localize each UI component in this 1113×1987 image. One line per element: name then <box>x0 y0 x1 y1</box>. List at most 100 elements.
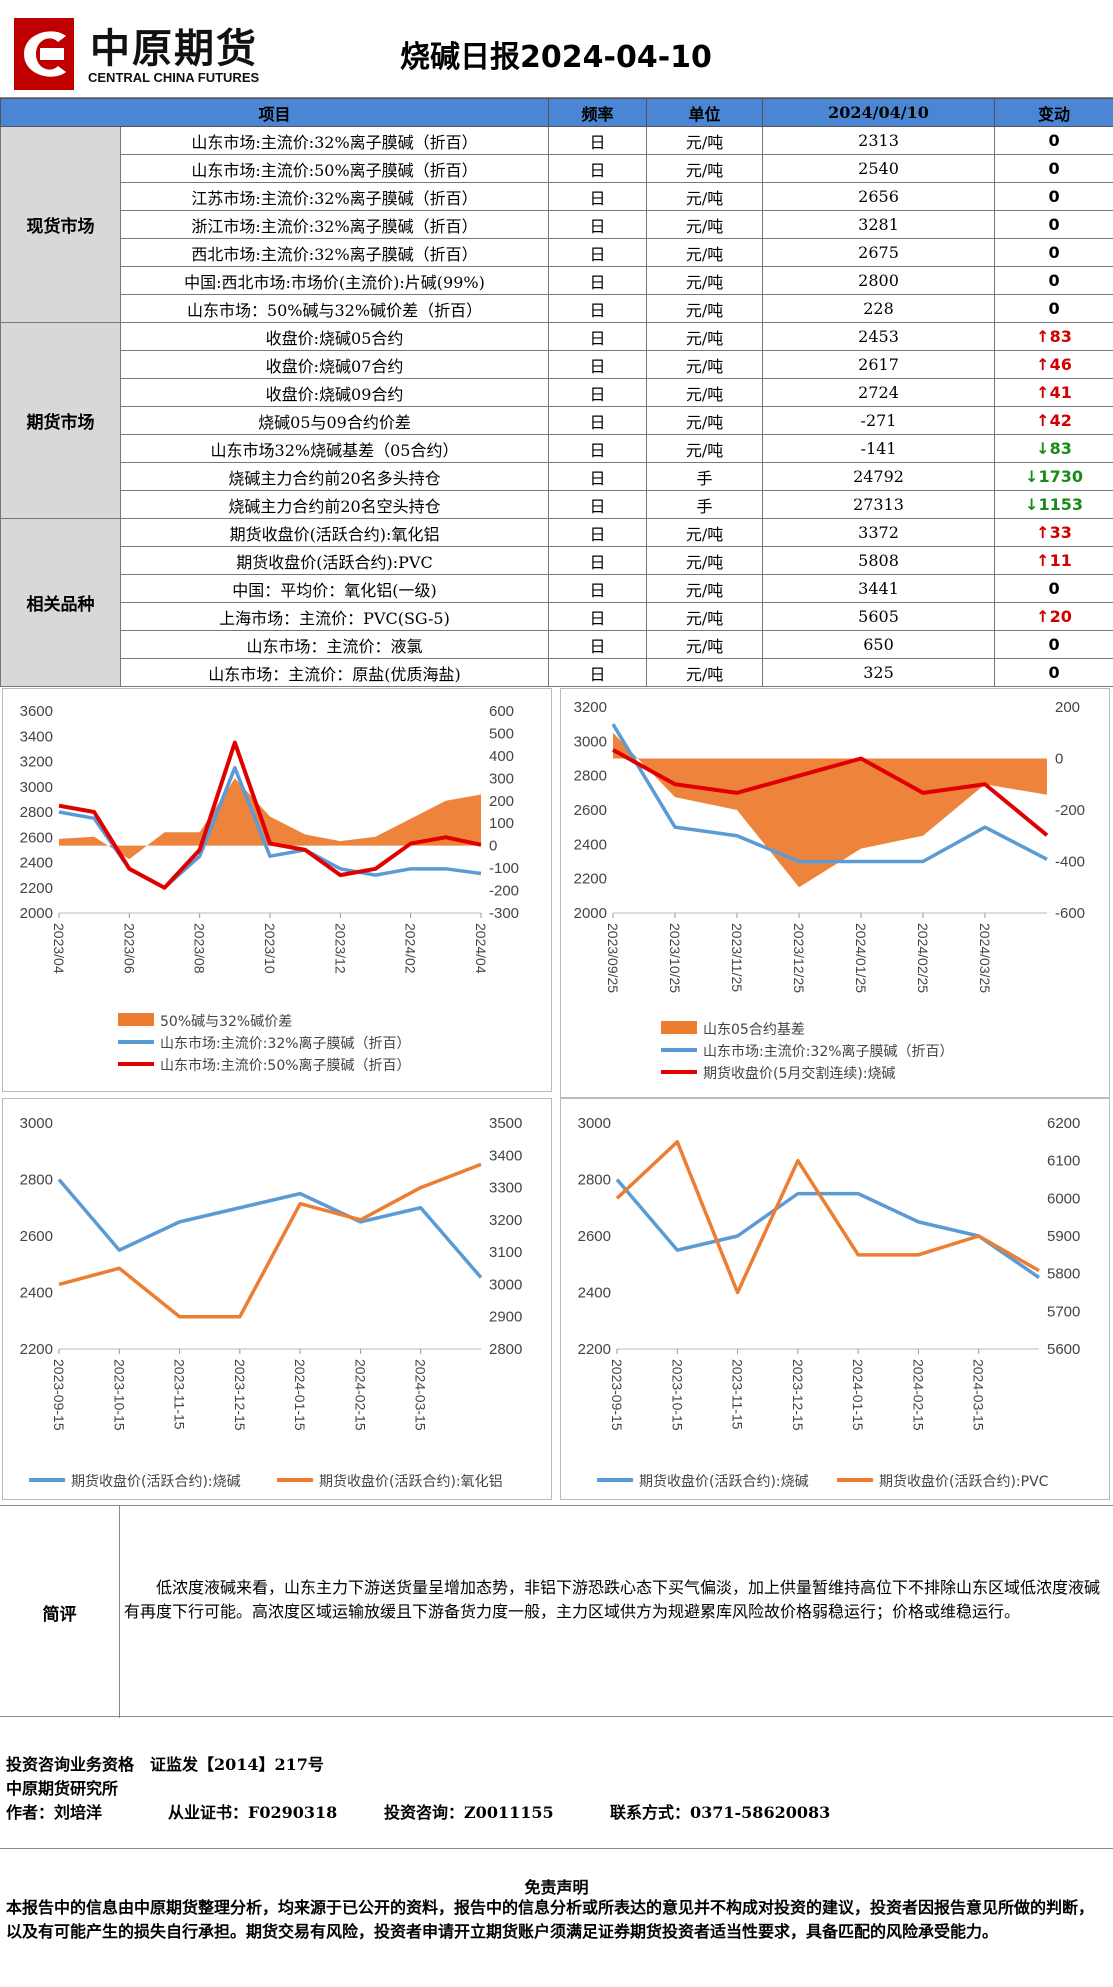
y-left-tick-label: 2600 <box>20 1228 53 1245</box>
series-area <box>59 778 481 860</box>
item-cell: 山东市场：主流价：原盐(优质海盐) <box>119 658 550 687</box>
y-right-tick-label: 3100 <box>489 1244 522 1261</box>
y-right-tick-label: 0 <box>1055 751 1063 768</box>
legend-label: 期货收盘价(活跃合约):烧碱 <box>71 1473 241 1490</box>
change-cell: 0 <box>994 182 1113 211</box>
frequency-cell: 日 <box>548 518 648 547</box>
chart-svg: 200022002400260028003000320034003600-300… <box>20 703 519 1074</box>
change-cell: ↑20 <box>994 602 1113 631</box>
item-cell: 山东市场：50%碱与32%碱价差（折百） <box>119 294 550 323</box>
unit-cell: 元/吨 <box>646 322 764 351</box>
item-cell: 山东市场:主流价:32%离子膜碱（折百） <box>119 126 550 155</box>
unit-cell: 元/吨 <box>646 546 764 575</box>
y-left-tick-label: 3200 <box>574 699 607 716</box>
category-cell: 期货市场 <box>0 322 121 519</box>
chart-spread: 2000 2200 2400 2600 2800 3000 3200 3400 3600 -300… <box>2 688 552 1092</box>
y-right-tick-label: 0 <box>489 838 497 855</box>
header-unit: 单位 <box>646 98 764 127</box>
chart-basis: 2000 2200 2400 2600 2800 3000 3200 -600 -400 -200… <box>560 688 1110 1098</box>
disclaimer-section: 免责声明 本报告中的信息由中原期货整理分析，均来源于已公开的资料，报告中的信息分… <box>0 1850 1113 1987</box>
legend-label: 山东05合约基差 <box>703 1021 805 1038</box>
comment-section: 简评 低浓度液碱来看，山东主力下游送货量呈增加态势，非铝下游恐跌心态下买气偏淡，… <box>0 1505 1113 1718</box>
frequency-cell: 日 <box>548 434 648 463</box>
frequency-cell: 日 <box>548 266 648 295</box>
chart-svg: 2000220024002600280030003200-600-400-200… <box>574 699 1085 1082</box>
item-cell: 山东市场：主流价：液氯 <box>119 630 550 659</box>
x-tick-label: 2023-10-15 <box>111 1359 127 1431</box>
table-row: 江苏市场:主流价:32%离子膜碱（折百）日元/吨 2656 0 <box>1 182 1113 211</box>
y-right-tick-label: -600 <box>1055 905 1085 922</box>
x-tick-label: 2023-11-15 <box>730 1359 746 1430</box>
x-tick-label: 2024-03-15 <box>413 1359 429 1431</box>
series-line <box>57 1178 483 1279</box>
table-row: 浙江市场:主流价:32%离子膜碱（折百）日元/吨 3281 0 <box>1 210 1113 239</box>
y-left-tick-label: 2800 <box>20 804 53 821</box>
value-cell: 650 <box>762 630 996 659</box>
value-cell: 3441 <box>762 574 996 603</box>
value-cell: 5808 <box>762 546 996 575</box>
legend-label: 山东市场:主流价:32%离子膜碱（折百） <box>160 1035 411 1052</box>
change-cell: ↑83 <box>994 322 1113 351</box>
x-tick-label: 2023-12-15 <box>232 1359 248 1431</box>
frequency-cell: 日 <box>548 490 648 519</box>
x-tick-label: 2023/12 <box>332 923 348 974</box>
x-tick-label: 2023/11/25 <box>729 923 745 992</box>
disclaimer-text: 本报告中的信息由中原期货整理分析，均来源于已公开的资料，报告中的信息分析或所表达… <box>6 1898 1095 1941</box>
x-tick-label: 2023/09/25 <box>605 923 621 993</box>
change-cell: 0 <box>994 210 1113 239</box>
unit-cell: 元/吨 <box>646 378 764 407</box>
y-right-tick-label: -200 <box>489 883 519 900</box>
header-date: 2024/04/10 <box>762 98 996 127</box>
value-cell: 2800 <box>762 266 996 295</box>
y-left-tick-label: 2400 <box>574 836 607 853</box>
y-left-tick-label: 2600 <box>578 1228 611 1245</box>
unit-cell: 元/吨 <box>646 238 764 267</box>
y-left-tick-label: 2800 <box>574 768 607 785</box>
table-row: 烧碱主力合约前20名空头持仓日手 27313 ↓1153 <box>1 490 1113 519</box>
unit-cell: 元/吨 <box>646 658 764 687</box>
value-cell: 2656 <box>762 182 996 211</box>
value-cell: 3281 <box>762 210 996 239</box>
logo-chinese-name: 中原期货 <box>90 26 258 72</box>
x-tick-label: 2023/10 <box>262 923 278 974</box>
y-right-tick-label: 2800 <box>489 1341 522 1358</box>
change-cell: 0 <box>994 154 1113 183</box>
category-cell: 相关品种 <box>0 518 121 687</box>
frequency-cell: 日 <box>548 630 648 659</box>
logo-mark-icon <box>14 18 74 90</box>
x-tick-label: 2024/02 <box>403 923 419 974</box>
series-line <box>611 723 1048 864</box>
item-cell: 烧碱主力合约前20名空头持仓 <box>119 490 550 519</box>
unit-cell: 元/吨 <box>646 574 764 603</box>
x-tick-label: 2023-09-15 <box>51 1359 67 1431</box>
legend-swatch <box>118 1013 154 1026</box>
value-cell: 24792 <box>762 462 996 491</box>
y-left-tick-label: 3000 <box>574 733 607 750</box>
y-left-tick-label: 3000 <box>20 779 53 796</box>
header-change: 变动 <box>994 98 1113 127</box>
y-left-tick-label: 3000 <box>578 1115 611 1132</box>
y-left-tick-label: 3400 <box>20 728 53 745</box>
y-right-tick-label: 6200 <box>1047 1115 1080 1132</box>
item-cell: 山东市场:主流价:50%离子膜碱（折百） <box>119 154 550 183</box>
y-left-tick-label: 3200 <box>20 754 53 771</box>
item-cell: 烧碱05与09合约价差 <box>119 406 550 435</box>
item-cell: 上海市场：主流价：PVC(SG-5) <box>119 602 550 631</box>
table-row: 山东市场：主流价：原盐(优质海盐) 日元/吨 325 0 <box>1 658 1113 687</box>
frequency-cell: 日 <box>548 322 648 351</box>
table-row: 期货市场 收盘价:烧碱05合约日元/吨 2453 ↑83 <box>0 322 1113 519</box>
disclaimer-title: 免责声明 <box>524 1878 589 1897</box>
y-right-tick-label: 200 <box>489 793 514 810</box>
y-right-tick-label: 500 <box>489 725 514 742</box>
contact: 联系方式：0371-58620083 <box>610 1803 831 1822</box>
change-cell: 0 <box>994 266 1113 295</box>
y-right-tick-label: 100 <box>489 815 514 832</box>
x-tick-label: 2023/10/25 <box>667 923 683 993</box>
series-line <box>615 1178 1040 1279</box>
item-cell: 期货收盘价(活跃合约):PVC <box>119 546 550 575</box>
y-left-tick-label: 2600 <box>574 802 607 819</box>
frequency-cell: 日 <box>548 658 648 687</box>
x-tick-label: 2023/12/25 <box>791 923 807 993</box>
y-right-tick-label: -100 <box>489 860 519 877</box>
unit-cell: 手 <box>646 462 764 491</box>
